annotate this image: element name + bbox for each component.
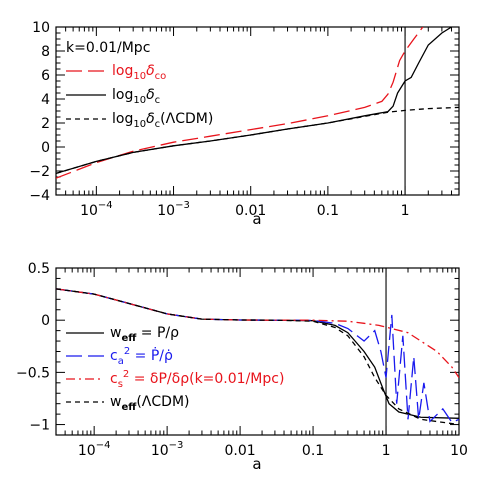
wavenumber-annotation: k=0.01/Mpc <box>66 40 150 56</box>
y-tick-label: −0.5 <box>16 365 50 381</box>
top-axis-ticks <box>55 26 460 196</box>
x-tick-label: 10−3 <box>157 200 190 219</box>
legend-label: weff(ΛCDM) <box>110 394 189 413</box>
y-tick-label: 4 <box>41 92 50 108</box>
x-tick-label: 1 <box>382 443 391 459</box>
x-tick-label: 0.1 <box>302 443 324 459</box>
y-tick-label: −4 <box>29 188 50 204</box>
y-tick-label: −2 <box>29 164 50 180</box>
bottom-legend: weff = P/ρ ca2 = Ṗ/ρ̇cs2 = δP/δρ(k=0.01/M… <box>66 325 284 413</box>
series-line-top-0 <box>56 27 424 179</box>
y-tick-label: 0 <box>41 140 50 156</box>
series-line-top-2 <box>56 106 459 175</box>
bottom-panel: 10−4 10−3 0.01 0.1 1 10 −1 −0.5 0 0.5 weff = P/ρ ca… <box>16 261 468 473</box>
y-tick-label: −1 <box>29 418 50 434</box>
top-legend: k=0.01/Mpc log10δco log10δc log10δc(ΛCDM) <box>66 40 213 130</box>
y-tick-label: 10 <box>32 20 50 36</box>
top-series-group <box>56 27 459 195</box>
top-x-axis-label: a <box>252 210 261 228</box>
x-tick-label: 1 <box>401 203 410 219</box>
legend-label: log10δco <box>112 63 166 82</box>
legend-label: cs2 = δP/δρ(k=0.01/Mpc) <box>110 369 284 390</box>
y-tick-label: 0.5 <box>28 261 50 277</box>
bottom-tick-labels: 10−4 10−3 0.01 0.1 1 10 −1 −0.5 0 0.5 weff = P/ρ ca… <box>16 261 468 459</box>
x-tick-label: 10−4 <box>78 440 111 459</box>
legend-label: log10δc <box>112 87 160 106</box>
x-tick-label: 0.01 <box>235 203 266 219</box>
x-tick-label: 10 <box>450 443 468 459</box>
legend-label: ca2 = Ṗ/ρ̇ <box>110 346 173 367</box>
legend-label: log10δc(ΛCDM) <box>112 111 213 130</box>
bottom-x-axis-label: a <box>252 455 261 473</box>
top-panel: 10−4 10−3 0.01 0.1 1 −4 −2 0 2 4 6 8 10 k=0.01/Mpc log… <box>29 20 460 228</box>
series-line-bottom-3 <box>56 288 459 426</box>
y-tick-label: 0 <box>41 313 50 329</box>
y-tick-label: 8 <box>41 44 50 60</box>
x-tick-label: 0.01 <box>225 443 256 459</box>
x-tick-label: 10−3 <box>151 440 184 459</box>
series-line-bottom-1 <box>56 288 459 424</box>
top-tick-labels: 10−4 10−3 0.01 0.1 1 −4 −2 0 2 4 6 8 10 k=0.01/Mpc log… <box>29 20 409 219</box>
y-tick-label: 2 <box>41 116 50 132</box>
bottom-series-group <box>56 268 459 435</box>
legend-label: weff = P/ρ <box>110 325 179 344</box>
bottom-axis-ticks <box>55 267 460 436</box>
x-tick-label: 0.1 <box>317 203 339 219</box>
x-tick-label: 10−4 <box>80 200 113 219</box>
y-tick-label: 6 <box>41 68 50 84</box>
